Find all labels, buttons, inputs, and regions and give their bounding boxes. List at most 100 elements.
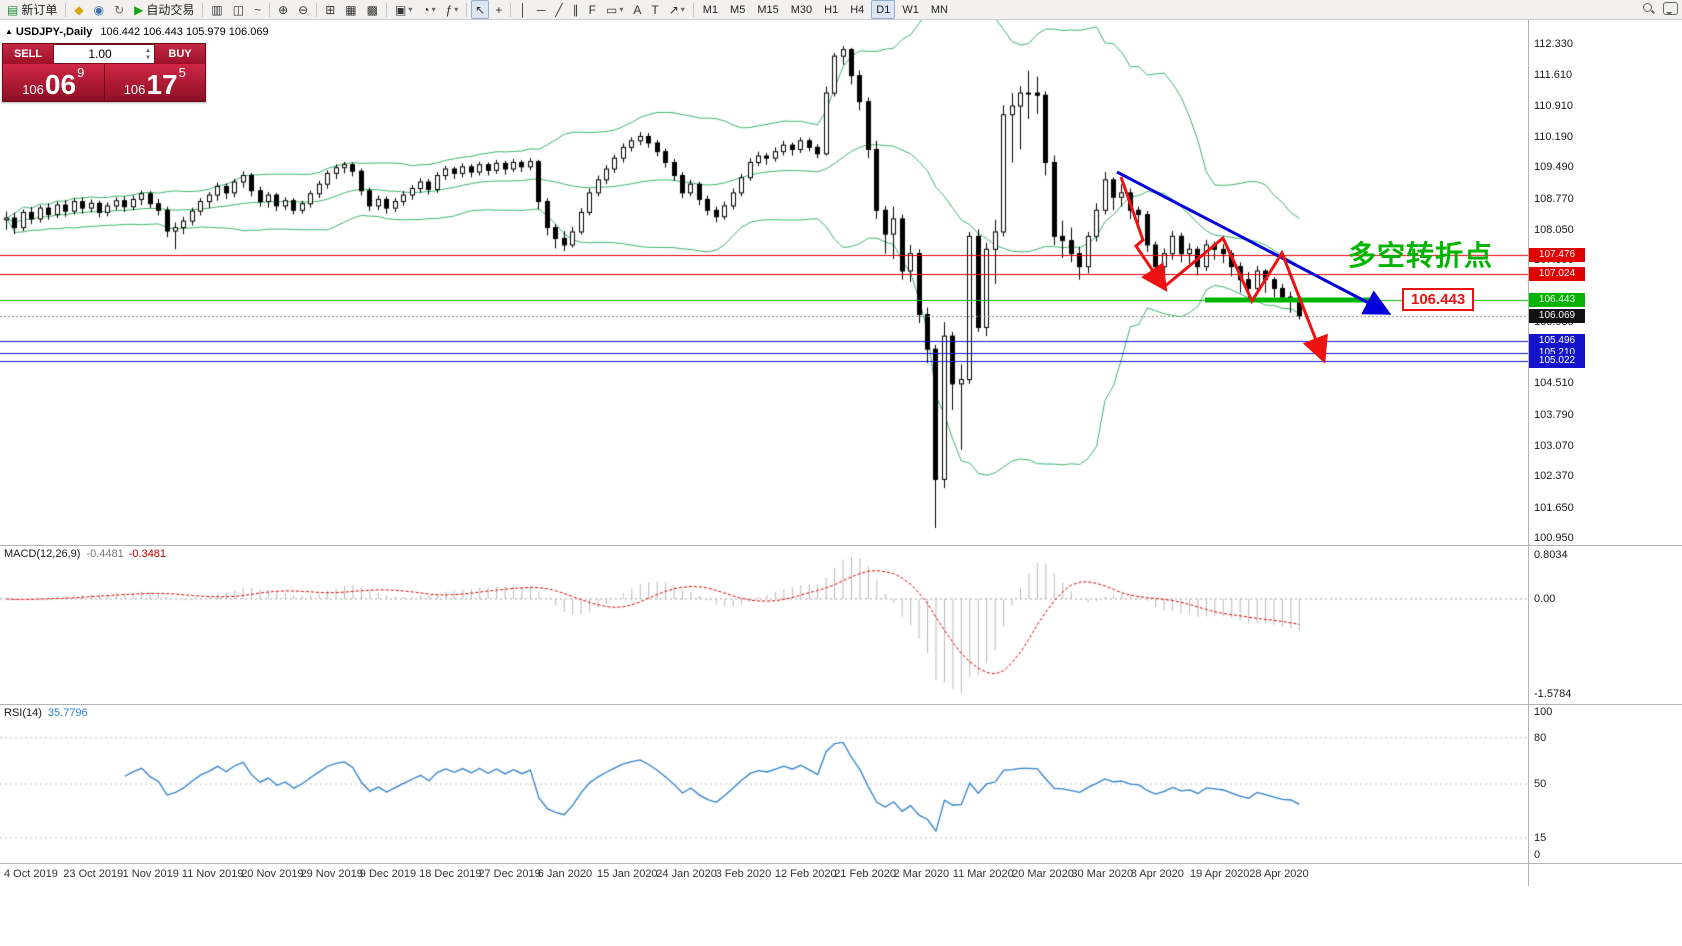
vertical-line-button[interactable]: │ <box>515 0 531 19</box>
timeframe-h1-button[interactable]: H1 <box>824 3 839 16</box>
rsi-canvas[interactable] <box>0 705 1528 863</box>
fibonacci-button[interactable]: F <box>585 0 600 19</box>
toolbar-separator <box>65 2 67 17</box>
search-icon[interactable] <box>1642 2 1655 15</box>
macd-scale-label: 0.00 <box>1534 592 1556 605</box>
time-axis-divider <box>0 863 1682 864</box>
timeframe-m5-button[interactable]: M5 <box>730 3 746 16</box>
refresh-button[interactable]: ↻ <box>110 0 128 19</box>
cursor-icon: ↖ <box>475 2 486 17</box>
timeframe-mn-button[interactable]: MN <box>930 3 948 16</box>
align-grid-button[interactable]: ▩ <box>363 0 382 19</box>
price-scale-label: 103.790 <box>1534 408 1574 421</box>
timeframe-d1-button[interactable]: D1 <box>871 0 896 19</box>
spinner-up-icon[interactable]: ▲ <box>145 47 151 54</box>
macd-canvas[interactable] <box>0 546 1528 704</box>
date-label: 21 Feb 2020 <box>834 868 896 880</box>
sell-button[interactable]: SELL <box>3 44 53 64</box>
bar-chart-button[interactable]: ▥ <box>207 0 226 19</box>
trendline-button[interactable]: ╱ <box>551 0 566 19</box>
profiles-icon: ◔ <box>422 2 430 17</box>
new-chart-button[interactable]: ▣ ▾ <box>391 0 416 19</box>
panel-divider[interactable] <box>0 704 1682 705</box>
tile-windows-button[interactable]: ⊞ <box>321 0 339 19</box>
zoom-out-button[interactable]: ⊖ <box>294 0 312 19</box>
chevron-down-icon: ▾ <box>619 5 624 14</box>
toolbar-separator <box>510 2 512 17</box>
macd-scale-label: -1.5784 <box>1534 688 1572 700</box>
spinner-down-icon[interactable]: ▼ <box>145 54 151 61</box>
text-label-icon: T <box>651 2 659 17</box>
price-chart-canvas[interactable] <box>0 20 1528 545</box>
date-label: 11 Nov 2019 <box>181 868 244 880</box>
crosshair-icon: + <box>495 2 503 17</box>
candlestick-chart-button[interactable]: ◫ <box>229 0 248 19</box>
date-label: 24 Jan 2020 <box>656 868 717 880</box>
chart-ohlc-label: 106.442 106.443 105.979 106.069 <box>100 26 269 38</box>
accounts-icon: ◉ <box>93 2 105 17</box>
new-order-icon: ▤ <box>7 2 19 17</box>
toolbar-separator <box>385 2 387 17</box>
crosshair-button[interactable]: + <box>491 0 506 19</box>
line-chart-icon: ~ <box>254 2 262 17</box>
macd-scale-label: 0.8034 <box>1534 549 1568 561</box>
price-scale-label: 100.950 <box>1534 532 1574 544</box>
timeframe-w1-button[interactable]: W1 <box>902 3 919 16</box>
toolbar-right-icons <box>1642 2 1678 15</box>
trendline-icon: ╱ <box>555 2 563 17</box>
price-scale-label: 112.330 <box>1534 38 1573 50</box>
timeframe-m30-button[interactable]: M30 <box>790 3 813 16</box>
timeframe-h4-button[interactable]: H4 <box>850 3 865 16</box>
price-line-chip: 106.069 <box>1529 308 1585 323</box>
cursor-button[interactable]: ↖ <box>471 0 490 19</box>
sell-price-big: 06 <box>44 69 77 100</box>
price-line-chip: 107.024 <box>1529 267 1585 282</box>
line-chart-button[interactable]: ~ <box>250 0 265 19</box>
chat-icon[interactable] <box>1663 2 1678 15</box>
bar-chart-icon: ▥ <box>211 2 223 17</box>
price-scale-label: 110.910 <box>1534 99 1573 112</box>
volume-input[interactable] <box>54 46 154 62</box>
rsi-scale-label: 100 <box>1534 706 1553 718</box>
arrows-button[interactable]: ↗ ▾ <box>665 0 689 19</box>
price-scale-label: 101.650 <box>1534 501 1574 514</box>
timeframe-m1-button[interactable]: M1 <box>702 3 719 16</box>
sell-price[interactable]: 106 06 9 <box>3 64 105 101</box>
zoom-out-icon: ⊖ <box>298 2 309 17</box>
accounts-button[interactable]: ◉ <box>90 0 108 19</box>
toolbar-separator <box>316 2 318 17</box>
date-label: 19 Apr 2020 <box>1190 868 1250 880</box>
zoom-in-button[interactable]: ⊕ <box>274 0 292 19</box>
rsi-value: 35.7796 <box>47 707 88 719</box>
autotrading-button[interactable]: ▶ 自动交易 <box>130 0 198 19</box>
arrows-icon: ↗ <box>668 2 679 17</box>
channel-button[interactable]: ∥ <box>569 0 583 19</box>
candlestick-chart-icon: ◫ <box>232 2 245 17</box>
buy-price[interactable]: 106 17 5 <box>104 64 205 101</box>
text-button[interactable]: A <box>629 0 645 19</box>
volume-spinner[interactable]: ▲ ▼ <box>143 45 153 63</box>
indicators-list-button[interactable]: ƒ ▾ <box>442 0 463 19</box>
shapes-button[interactable]: ▭ ▾ <box>602 0 627 19</box>
auto-arrange-button[interactable]: ▦ <box>341 0 360 19</box>
timeframe-m15-button[interactable]: M15 <box>757 3 779 16</box>
profiles-button[interactable]: ◔ ▾ <box>418 0 439 19</box>
price-tag-annotation: 106.443 <box>1402 288 1475 311</box>
panel-divider[interactable] <box>0 545 1682 546</box>
date-label: 20 Mar 2020 <box>1012 868 1074 880</box>
horizontal-line-button[interactable]: ─ <box>533 0 550 19</box>
shapes-icon: ▭ <box>605 2 618 17</box>
rsi-name: RSI(14) <box>4 707 42 719</box>
refresh-icon: ↻ <box>114 2 125 17</box>
metaeditor-button[interactable]: ◆ <box>70 0 87 19</box>
zoom-in-icon: ⊕ <box>278 2 289 17</box>
buy-button[interactable]: BUY <box>155 44 205 64</box>
chevron-down-icon: ▾ <box>431 5 436 14</box>
date-label: 29 Nov 2019 <box>300 868 363 880</box>
macd-name: MACD(12,26,9) <box>4 548 81 560</box>
new-order-button[interactable]: ▤ 新订单 <box>3 0 61 19</box>
price-scale-label: 111.610 <box>1534 69 1573 82</box>
volume-field: ▲ ▼ <box>54 45 154 63</box>
text-label-button[interactable]: T <box>647 0 662 19</box>
